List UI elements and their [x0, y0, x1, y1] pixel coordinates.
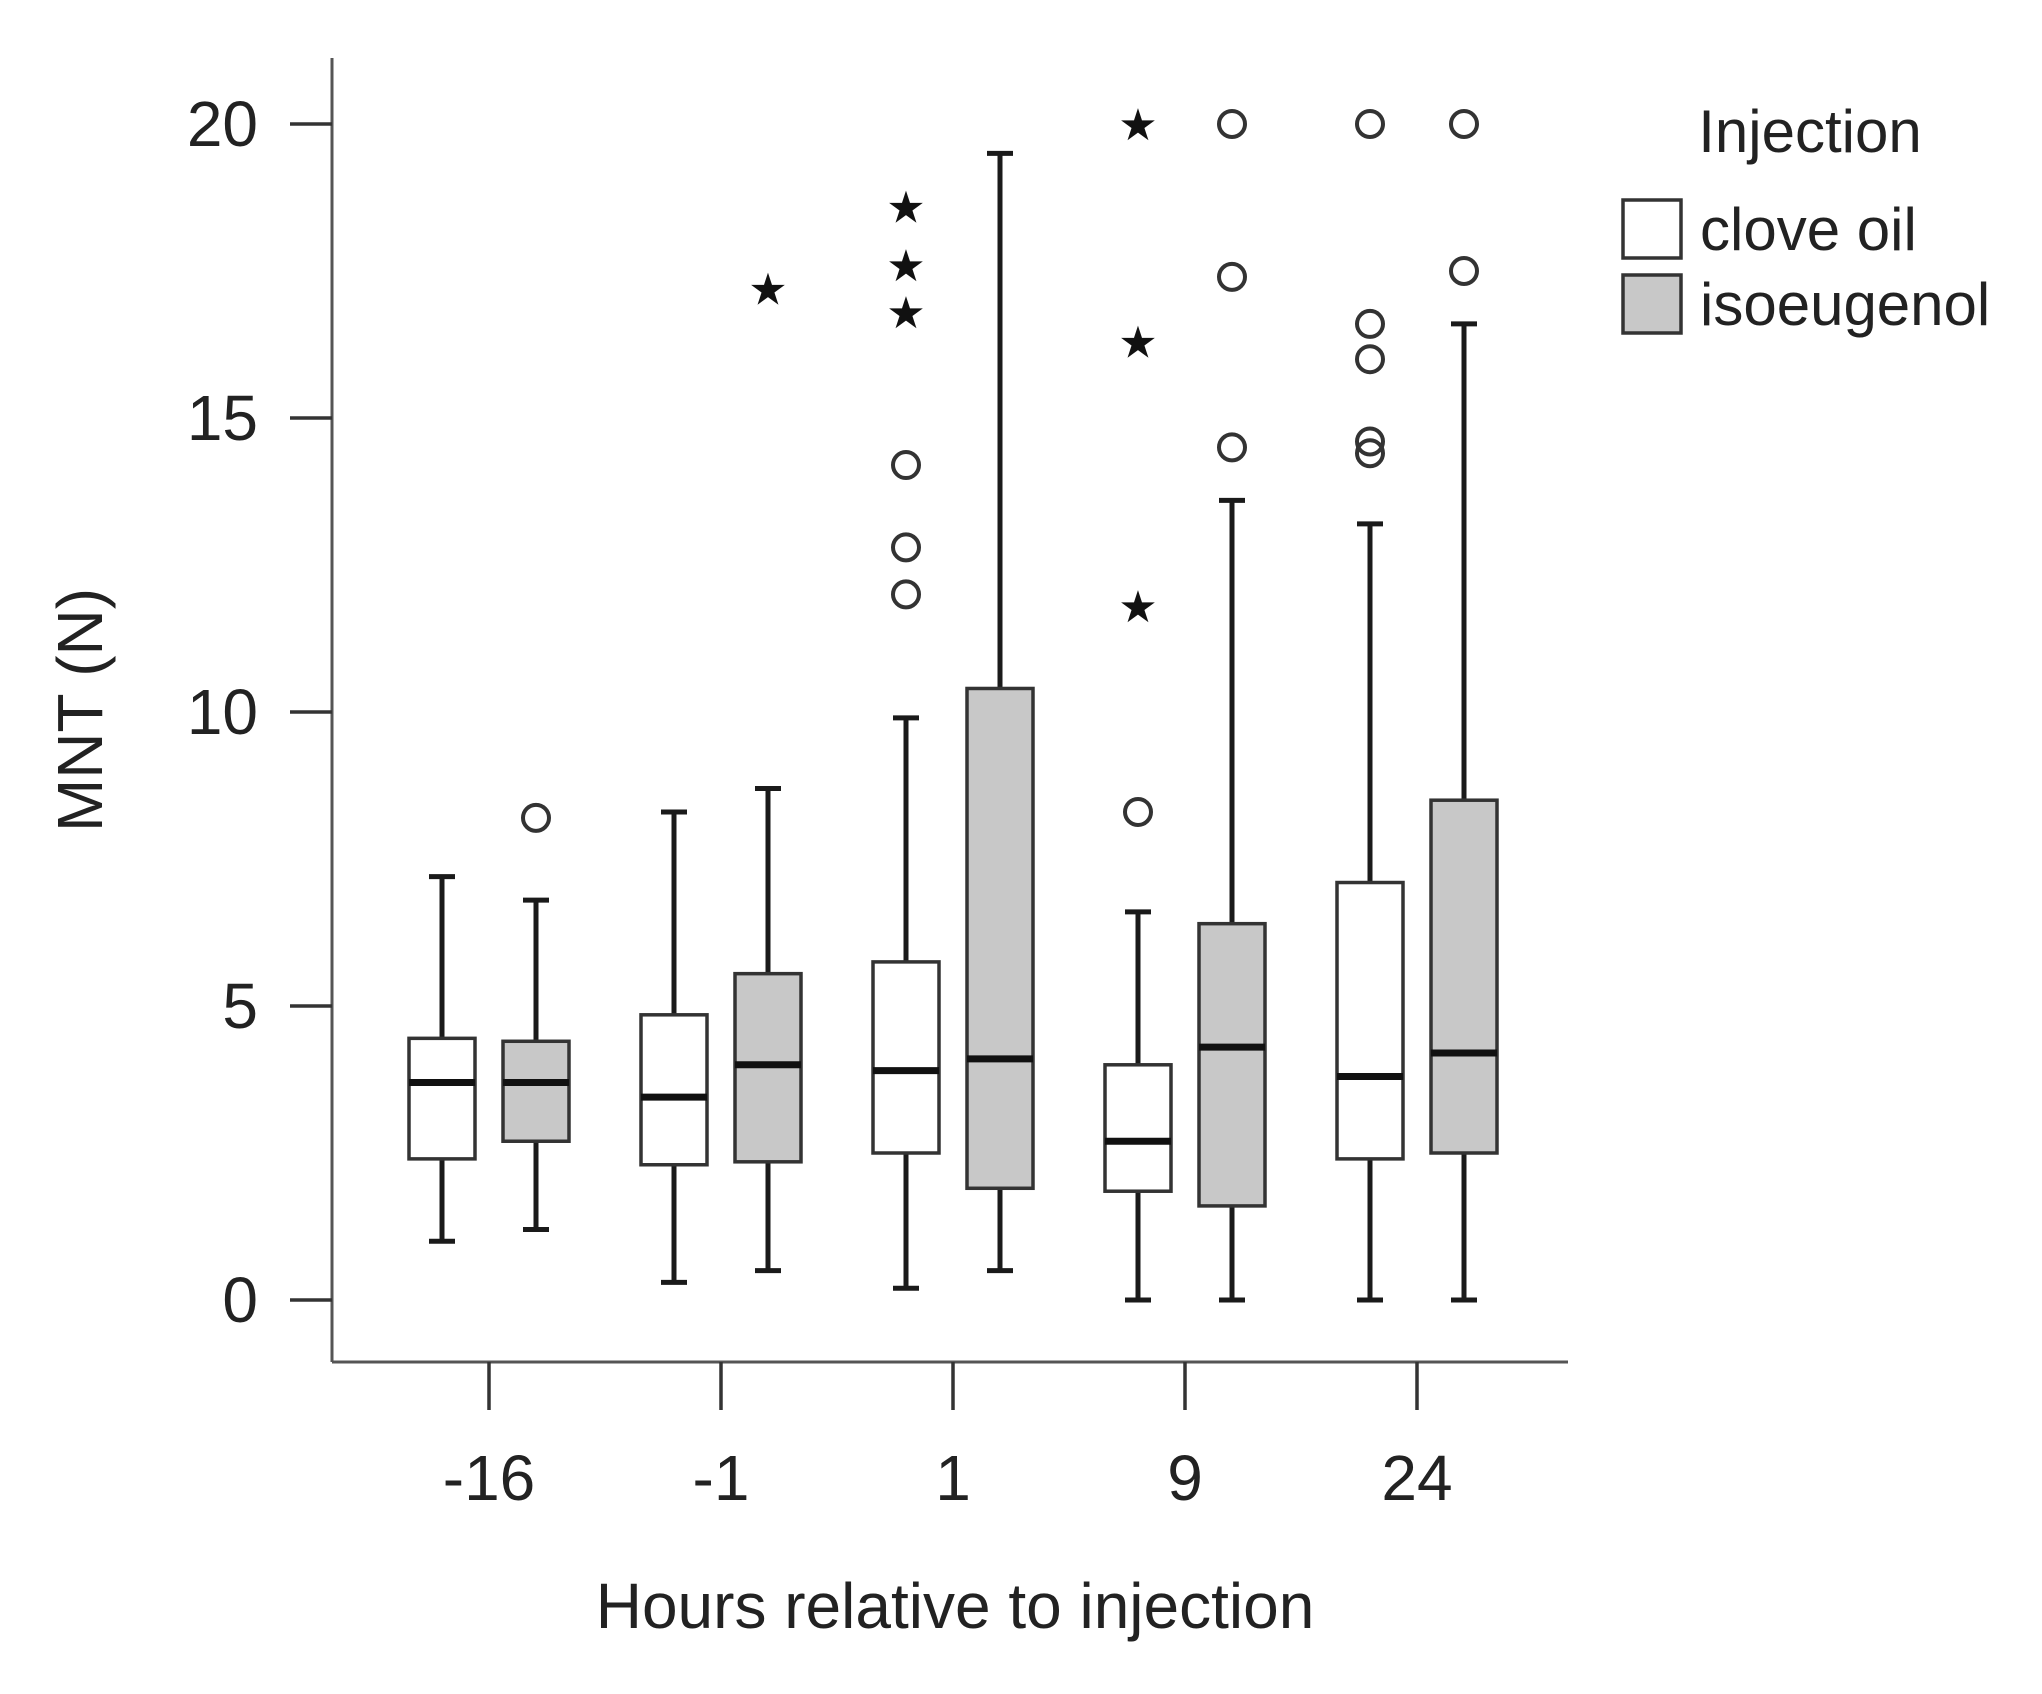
box-group-isoeugenol-9 [1197, 109, 1267, 1303]
outlier-clove-oil-24-4 [1355, 109, 1385, 139]
extreme-clove-oil-9-1: ★ [1118, 318, 1157, 369]
box-group-clove-oil--1 [639, 809, 709, 1285]
box-isoeugenol--16 [501, 1039, 571, 1143]
box-group-clove-oil-24 [1335, 109, 1405, 1303]
x-tick-label-9: 9 [1167, 1442, 1203, 1514]
outlier-clove-oil-1-0 [891, 579, 921, 610]
extreme-clove-oil-1-0: ★ [886, 288, 925, 339]
x-axis-title: Hours relative to injection [596, 1570, 1315, 1642]
legend-swatch-isoeugenol [1621, 273, 1683, 335]
extreme-clove-oil-9-2: ★ [1118, 100, 1157, 151]
legend-label-clove-oil: clove oil [1700, 196, 1917, 263]
box-isoeugenol-1 [965, 686, 1035, 1191]
box-clove-oil-9 [1103, 1063, 1173, 1193]
y-tick-label-5: 5 [222, 970, 258, 1042]
legend-label-isoeugenol: isoeugenol [1700, 271, 1990, 338]
outlier-isoeugenol--16-0 [521, 802, 551, 833]
box-group-clove-oil-9: ★ ★ ★ [1103, 100, 1173, 1303]
box-group-clove-oil-1: ★★★ [871, 182, 941, 1291]
extreme-clove-oil-1-2: ★ [886, 182, 925, 233]
extreme-isoeugenol--1-0: ★ [748, 265, 787, 316]
box-group-isoeugenol-1 [965, 150, 1035, 1274]
x-tick-label--1: -1 [693, 1442, 750, 1514]
y-axis-title: MNT (N) [44, 588, 116, 832]
legend-title: Injection [1698, 98, 1921, 165]
y-tick-label-20: 20 [187, 88, 258, 160]
box-clove-oil-24 [1335, 880, 1405, 1161]
box-isoeugenol-9 [1197, 921, 1267, 1208]
outlier-clove-oil-1-1 [891, 532, 921, 563]
x-tick-label-1: 1 [935, 1442, 971, 1514]
outlier-isoeugenol-9-1 [1217, 261, 1247, 292]
extreme-clove-oil-1-1: ★ [886, 241, 925, 292]
x-tick-label-24: 24 [1381, 1442, 1452, 1514]
y-tick-label-10: 10 [187, 676, 258, 748]
outlier-isoeugenol-9-0 [1217, 432, 1247, 463]
box-clove-oil--1 [639, 1013, 709, 1167]
box-clove-oil-1 [871, 960, 941, 1155]
y-tick-label-0: 0 [222, 1264, 258, 1336]
outlier-clove-oil-24-1 [1355, 426, 1385, 457]
legend: Injection clove oil isoeugenol [1621, 98, 1990, 338]
box-group-isoeugenol--1: ★ [733, 265, 803, 1274]
box-group-clove-oil--16 [407, 874, 477, 1244]
outlier-isoeugenol-24-0 [1449, 256, 1479, 286]
outlier-clove-oil-24-3 [1355, 308, 1385, 339]
y-tick-label-15: 15 [187, 382, 258, 454]
axes: 0 5 10 15 20 -16 -1 1 9 24 [187, 58, 1568, 1514]
outlier-clove-oil-9-0 [1123, 796, 1153, 827]
outlier-clove-oil-24-2 [1355, 344, 1385, 375]
outlier-isoeugenol-24-1 [1449, 109, 1479, 139]
x-tick-label--16: -16 [443, 1442, 536, 1514]
outlier-clove-oil-1-2 [891, 450, 921, 481]
box-isoeugenol-24 [1429, 798, 1499, 1155]
box-clove-oil--16 [407, 1036, 477, 1161]
legend-swatch-clove-oil [1621, 198, 1683, 260]
box-group-isoeugenol--16 [501, 802, 571, 1232]
box-group-isoeugenol-24 [1429, 109, 1499, 1303]
outlier-clove-oil-24-0 [1355, 438, 1385, 469]
extreme-clove-oil-9-0: ★ [1118, 582, 1157, 633]
outlier-isoeugenol-9-2 [1217, 109, 1247, 139]
plot-area: ★★★★★★★ [407, 100, 1499, 1303]
